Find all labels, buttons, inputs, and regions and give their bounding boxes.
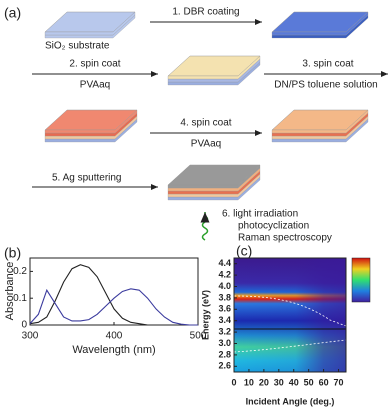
plot-frame	[233, 257, 347, 373]
step-label: 1. DBR coating	[172, 7, 239, 18]
y-tick-label: 0.1	[13, 293, 27, 304]
y-tick-label: 3.6	[218, 304, 231, 314]
y-tick-label: 3.8	[218, 292, 231, 302]
colorbar	[351, 257, 371, 303]
step-label: Raman spectroscopy	[238, 233, 332, 244]
heatmap-shade	[234, 258, 346, 372]
slab-layer	[271, 11, 369, 36]
y-tick-label: 2.6	[218, 361, 231, 371]
x-tick-label: 40	[289, 377, 299, 387]
step-label: PVAaq	[191, 139, 221, 150]
step-label: 5. Ag sputtering	[52, 173, 122, 184]
slab-layer	[44, 109, 138, 134]
step-label: PVAaq	[80, 80, 110, 91]
y-tick-label: 3.4	[218, 315, 231, 325]
y-axis-title: Energy (eV)	[200, 290, 210, 340]
x-axis-title: Wavelength (nm)	[72, 344, 155, 356]
dispersion-line	[233, 339, 347, 353]
y-tick-label: 4.4	[218, 258, 231, 268]
slab-layer	[167, 55, 261, 80]
slab-layer	[44, 11, 136, 36]
y-tick-label: 0.2	[13, 266, 27, 277]
y-tick-label: 4.2	[218, 269, 231, 279]
step-label: 4. spin coat	[180, 118, 231, 129]
x-axis-title: Incident Angle (deg.)	[246, 396, 335, 406]
step-label: photocyclization	[238, 221, 309, 232]
light-arrow	[200, 212, 210, 241]
y-tick-label: 3.2	[218, 326, 231, 336]
substrate-label: SiO₂ substrate	[45, 41, 110, 52]
x-tick-label: 400	[106, 331, 123, 342]
series-line	[29, 264, 198, 326]
x-tick-label: 70	[334, 377, 344, 387]
step-label: DN/PS toluene solution	[274, 80, 377, 91]
dispersion-line	[233, 295, 347, 327]
x-tick-label: 0	[231, 377, 236, 387]
x-tick-label: 10	[244, 377, 254, 387]
y-tick-label: 0	[21, 320, 27, 331]
y-tick-label: 2.8	[218, 349, 231, 359]
x-tick-label: 300	[22, 331, 39, 342]
x-tick-label: 20	[259, 377, 269, 387]
panel-label: (c)	[236, 243, 252, 259]
slab-layer	[271, 109, 369, 134]
y-axis-title: Absorbance	[4, 262, 16, 321]
slab-layer	[167, 164, 261, 189]
x-tick-label: 500	[190, 331, 207, 342]
x-tick-label: 50	[304, 377, 314, 387]
panel-label: (a)	[4, 5, 21, 21]
process-diagram	[44, 11, 369, 201]
plot-frame	[29, 257, 199, 326]
step-label: 3. spin coat	[302, 59, 353, 70]
y-tick-label: 3.0	[218, 338, 231, 348]
series-line	[29, 288, 198, 326]
x-tick-label: 30	[274, 377, 284, 387]
step-label: 6. light irradiation	[222, 209, 298, 220]
y-tick-label: 4.0	[218, 281, 231, 291]
x-tick-label: 60	[319, 377, 329, 387]
step-label: 2. spin coat	[69, 59, 120, 70]
panel-label: (b)	[4, 245, 21, 261]
